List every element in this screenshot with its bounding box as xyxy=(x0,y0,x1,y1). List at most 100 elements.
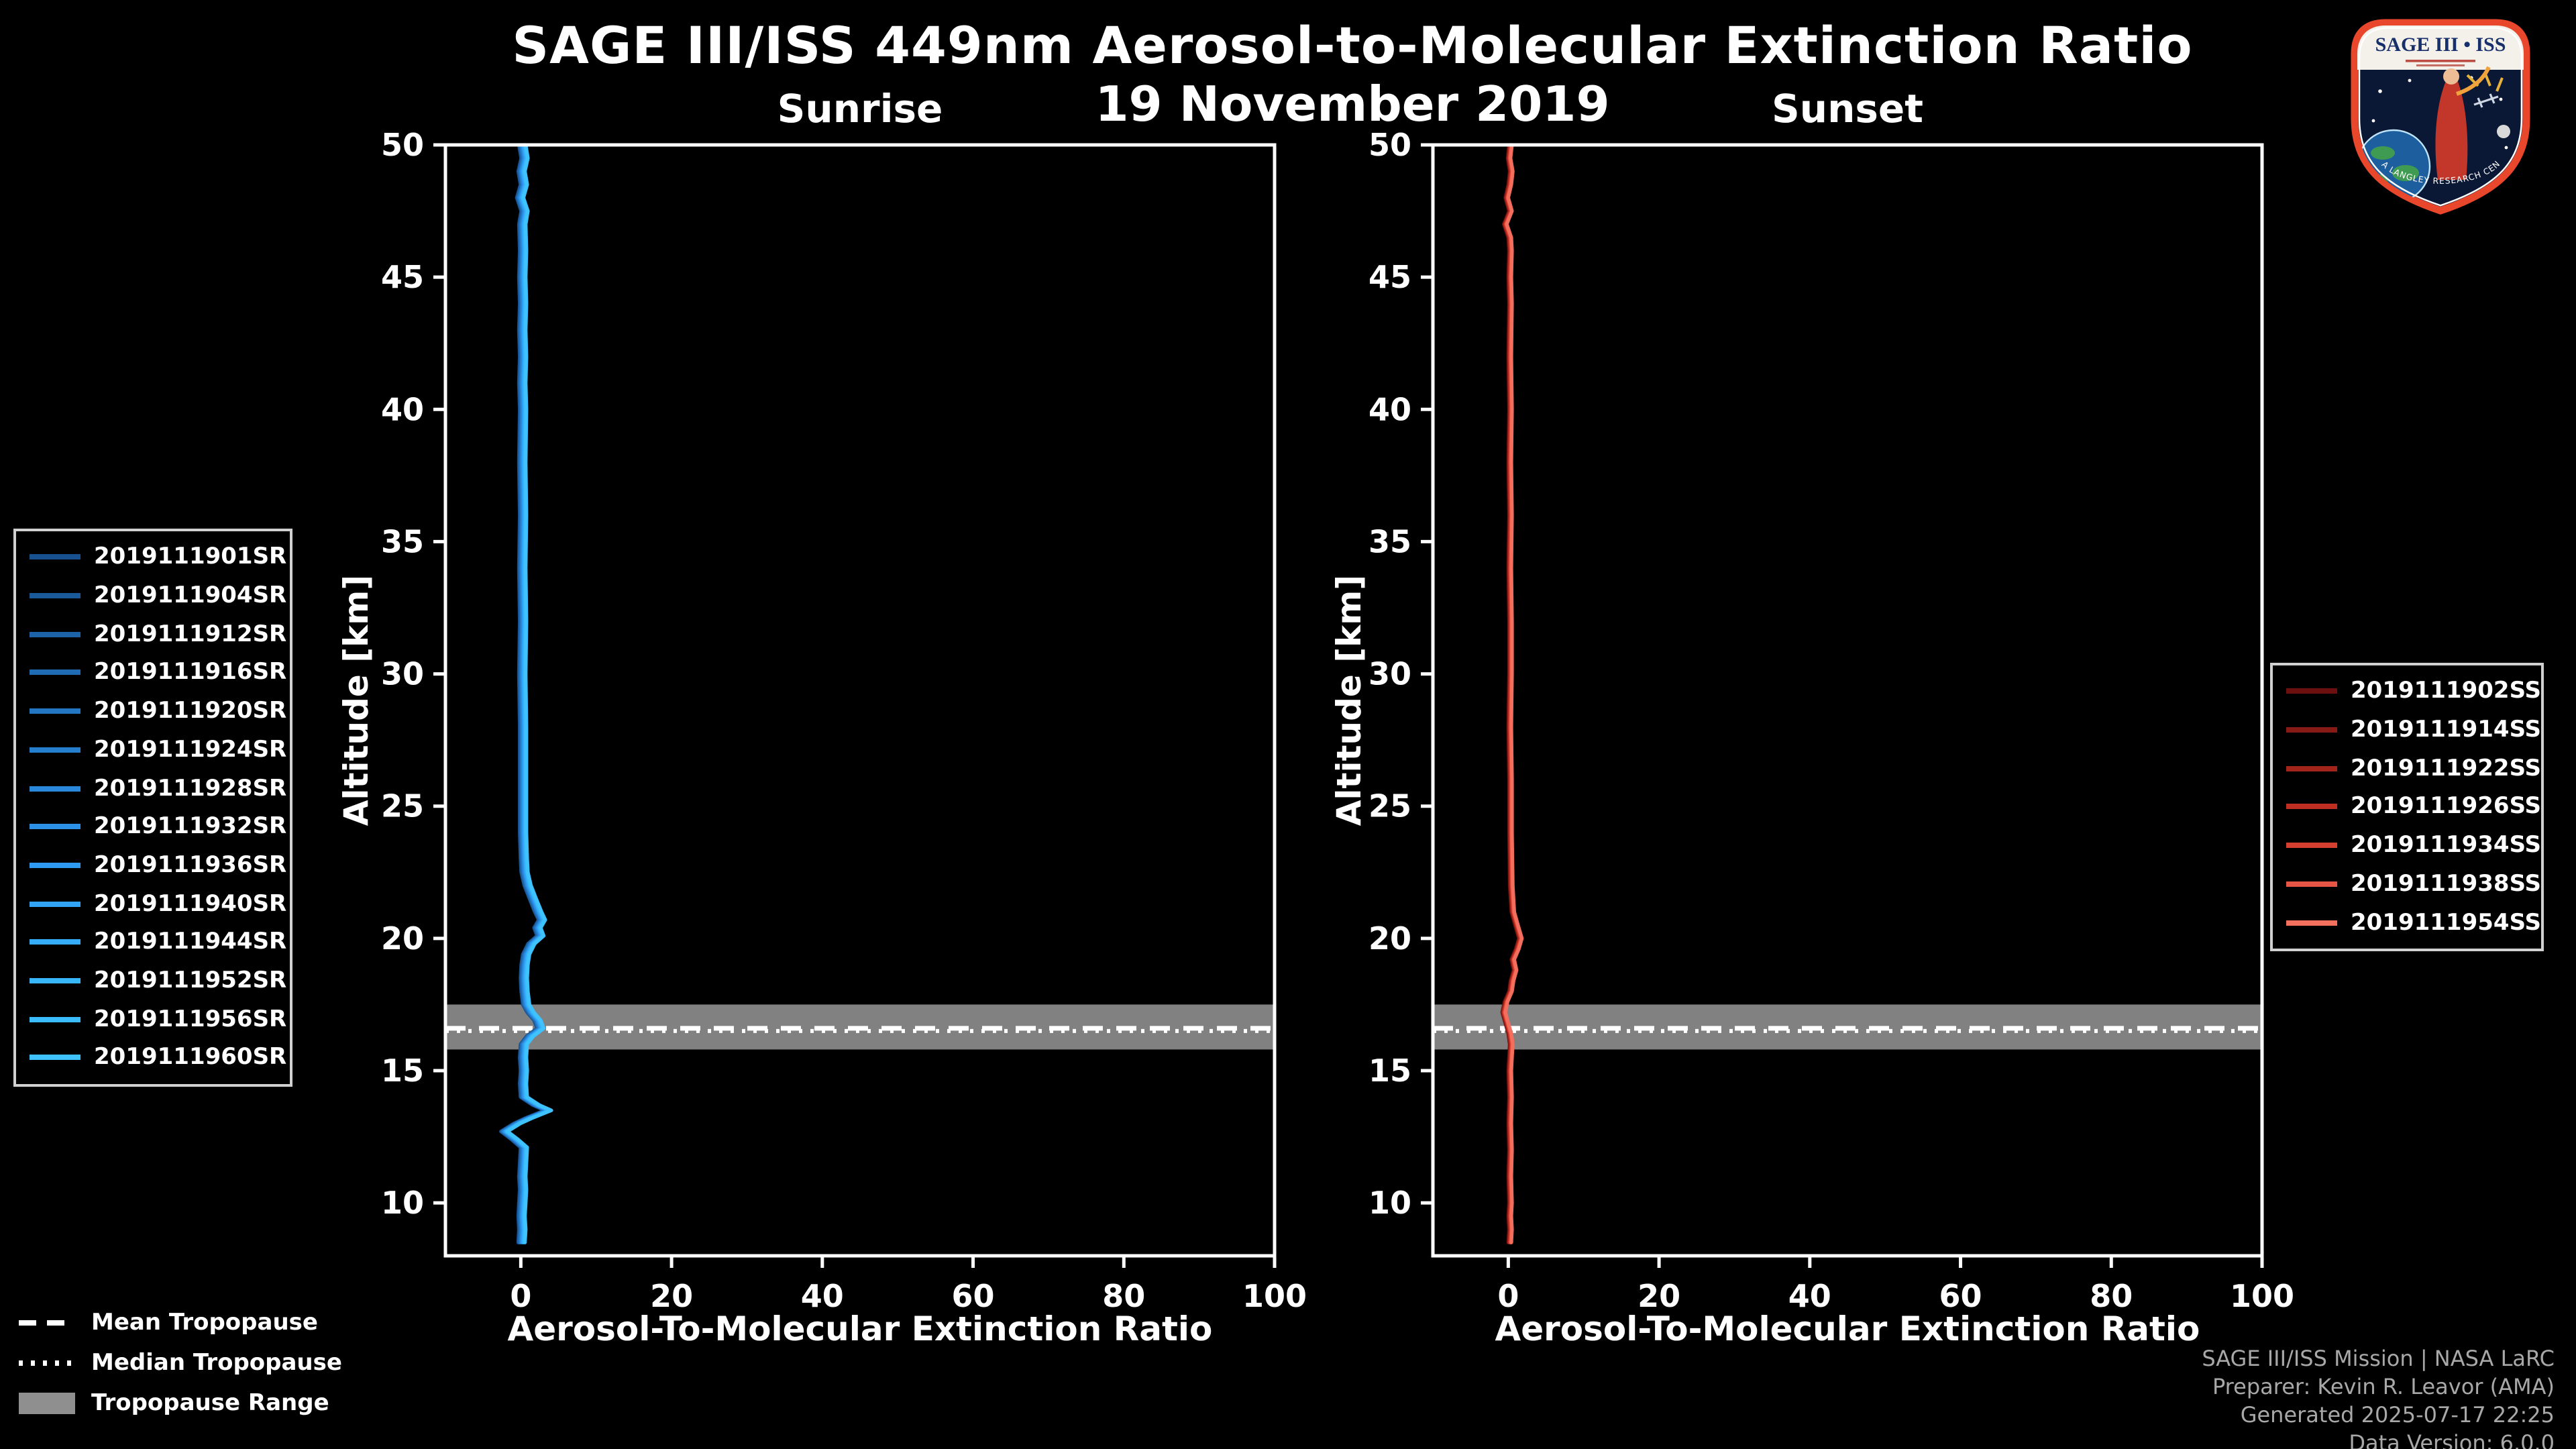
sunset-plot: 10 15 20 25 30 35 40 45 50 0 20 40 60 80 100 xyxy=(1368,127,2294,1314)
legend-item: 2019111920SR xyxy=(30,698,286,724)
sunset-x-axis-label: Aerosol-To-Molecular Extinction Ratio xyxy=(1495,1309,2200,1348)
legend-line-swatch xyxy=(30,862,80,868)
legend-line-swatch xyxy=(30,631,80,637)
legend-line-swatch xyxy=(30,978,80,984)
legend-item-label: 2019111928SR xyxy=(94,775,287,802)
legend-line-swatch xyxy=(30,939,80,945)
y-tick-label: 50 xyxy=(1368,127,1411,163)
x-tick-label: 80 xyxy=(2090,1278,2133,1314)
credit-line: Generated 2025-07-17 22:25 xyxy=(2240,1402,2555,1428)
y-tick-label: 15 xyxy=(381,1053,424,1089)
legend-item: 2019111922SS xyxy=(2286,755,2541,782)
legend-item: 2019111926SS xyxy=(2286,794,2541,820)
y-tick-label: 40 xyxy=(1368,391,1411,427)
legend-item: 2019111956SR xyxy=(30,1006,286,1033)
legend-line-swatch xyxy=(30,593,80,599)
sunrise-x-axis-label: Aerosol-To-Molecular Extinction Ratio xyxy=(507,1309,1213,1348)
credit-line: SAGE III/ISS Mission | NASA LaRC xyxy=(2202,1346,2555,1371)
sunset-plot-panel: 10 15 20 25 30 35 40 45 50 0 20 40 60 80 100 xyxy=(1312,118,2305,1326)
legend-item-label: 2019111956SR xyxy=(94,1006,287,1033)
y-tick-label: 45 xyxy=(1368,259,1411,295)
profile-line xyxy=(1503,143,1524,1244)
y-tick-label: 40 xyxy=(381,391,424,427)
legend-item-label: 2019111916SR xyxy=(94,659,287,686)
figure-date: 19 November 2019 xyxy=(1095,78,1610,133)
legend-line-swatch xyxy=(30,824,80,830)
legend-item-label: 2019111924SR xyxy=(94,736,287,763)
legend-item: 2019111936SR xyxy=(30,852,286,879)
legend-item-label: 2019111954SS xyxy=(2351,909,2542,936)
y-tick-label: 35 xyxy=(381,523,424,559)
legend-item: 2019111952SR xyxy=(30,967,286,994)
logo-moon xyxy=(2497,125,2510,138)
x-tick-label: 0 xyxy=(510,1278,531,1314)
legend-line-swatch xyxy=(30,1055,80,1061)
legend-item-label: 2019111912SR xyxy=(94,621,287,648)
mean-tropopause-label: Mean Tropopause xyxy=(91,1309,318,1336)
legend-item-label: 2019111932SR xyxy=(94,813,287,841)
median-tropopause-legend-item: Median Tropopause xyxy=(19,1348,342,1378)
credit-line: Preparer: Kevin R. Leavor (AMA) xyxy=(2212,1374,2555,1400)
tropopause-legend: Mean Tropopause Median Tropopause Tropop… xyxy=(19,1308,342,1418)
x-tick-label: 40 xyxy=(801,1278,844,1314)
tropopause-range-label: Tropopause Range xyxy=(91,1390,329,1417)
y-tick-label: 45 xyxy=(381,259,424,295)
y-tick-label: 30 xyxy=(381,656,424,692)
legend-line-swatch xyxy=(2286,920,2337,926)
legend-item: 2019111912SR xyxy=(30,621,286,648)
legend-item-label: 2019111914SS xyxy=(2351,716,2542,744)
y-tick-label: 20 xyxy=(381,920,424,957)
sunrise-plot: 10 15 20 25 30 35 40 45 50 0 20 40 60 80 100 xyxy=(381,127,1307,1314)
figure-title: SAGE III/ISS 449nm Aerosol-to-Molecular … xyxy=(512,16,2193,75)
plot-frame xyxy=(443,143,1277,1258)
y-tick-label: 20 xyxy=(1368,920,1411,957)
y-tick-label: 15 xyxy=(1368,1053,1411,1089)
sage-iii-iss-logo: NASA LANGLEY RESEARCH CENTER SAGE III • … xyxy=(2351,19,2530,215)
legend-item: 2019111928SR xyxy=(30,775,286,802)
legend-line-swatch xyxy=(30,1016,80,1022)
mean-tropopause-swatch xyxy=(19,1320,75,1326)
sunset-legend: 2019111902SS 2019111914SS 2019111922SS 2019… xyxy=(2270,663,2544,951)
x-tick-label: 80 xyxy=(1102,1278,1145,1314)
legend-line-swatch xyxy=(2286,843,2337,849)
legend-item-label: 2019111960SR xyxy=(94,1044,287,1071)
tropopause-range-swatch xyxy=(19,1393,75,1414)
legend-line-swatch xyxy=(2286,765,2337,771)
x-tick-label: 100 xyxy=(2230,1278,2294,1314)
legend-item-label: 2019111952SR xyxy=(94,967,287,995)
legend-line-swatch xyxy=(2286,727,2337,733)
legend-item-label: 2019111904SR xyxy=(94,582,287,610)
legend-item-label: 2019111940SR xyxy=(94,890,287,918)
y-tick-label: 50 xyxy=(381,127,424,163)
y-tick-label: 35 xyxy=(1368,523,1411,559)
legend-line-swatch xyxy=(30,747,80,753)
median-tropopause-label: Median Tropopause xyxy=(91,1350,342,1377)
legend-item: 2019111944SR xyxy=(30,929,286,956)
legend-line-swatch xyxy=(2286,881,2337,887)
legend-item: 2019111954SS xyxy=(2286,909,2541,936)
legend-item: 2019111914SS xyxy=(2286,716,2541,743)
legend-item-label: 2019111920SR xyxy=(94,698,287,725)
legend-item-label: 2019111936SR xyxy=(94,851,287,879)
legend-item: 2019111940SR xyxy=(30,890,286,917)
plot-background xyxy=(1433,145,2262,1256)
legend-item: 2019111924SR xyxy=(30,737,286,763)
legend-item: 2019111902SS xyxy=(2286,678,2541,705)
logo-top-band xyxy=(2357,25,2524,70)
legend-line-swatch xyxy=(30,901,80,907)
legend-item-label: 2019111902SS xyxy=(2351,678,2542,705)
credits: SAGE III/ISS Mission | NASA LaRC Preparer… xyxy=(2202,1344,2555,1449)
figure-header: SAGE III/ISS 449nm Aerosol-to-Molecular … xyxy=(145,16,2560,133)
y-tick-label: 25 xyxy=(381,788,424,824)
sunrise-plot-panel: 10 15 20 25 30 35 40 45 50 0 20 40 60 80 100 xyxy=(325,118,1318,1326)
legend-line-swatch xyxy=(2286,804,2337,810)
legend-item: 2019111938SS xyxy=(2286,871,2541,898)
median-tropopause-swatch xyxy=(19,1360,75,1366)
legend-item-label: 2019111944SR xyxy=(94,928,287,956)
logo-figure xyxy=(2435,78,2468,180)
mission-patch: NASA LANGLEY RESEARCH CENTER SAGE III • … xyxy=(2340,13,2541,215)
plot-background xyxy=(445,145,1275,1256)
legend-item: 2019111960SR xyxy=(30,1044,286,1071)
sunrise-legend: 2019111901SR 2019111904SR 2019111912SR 2019… xyxy=(13,529,292,1087)
y-tick-label: 10 xyxy=(1368,1185,1411,1221)
